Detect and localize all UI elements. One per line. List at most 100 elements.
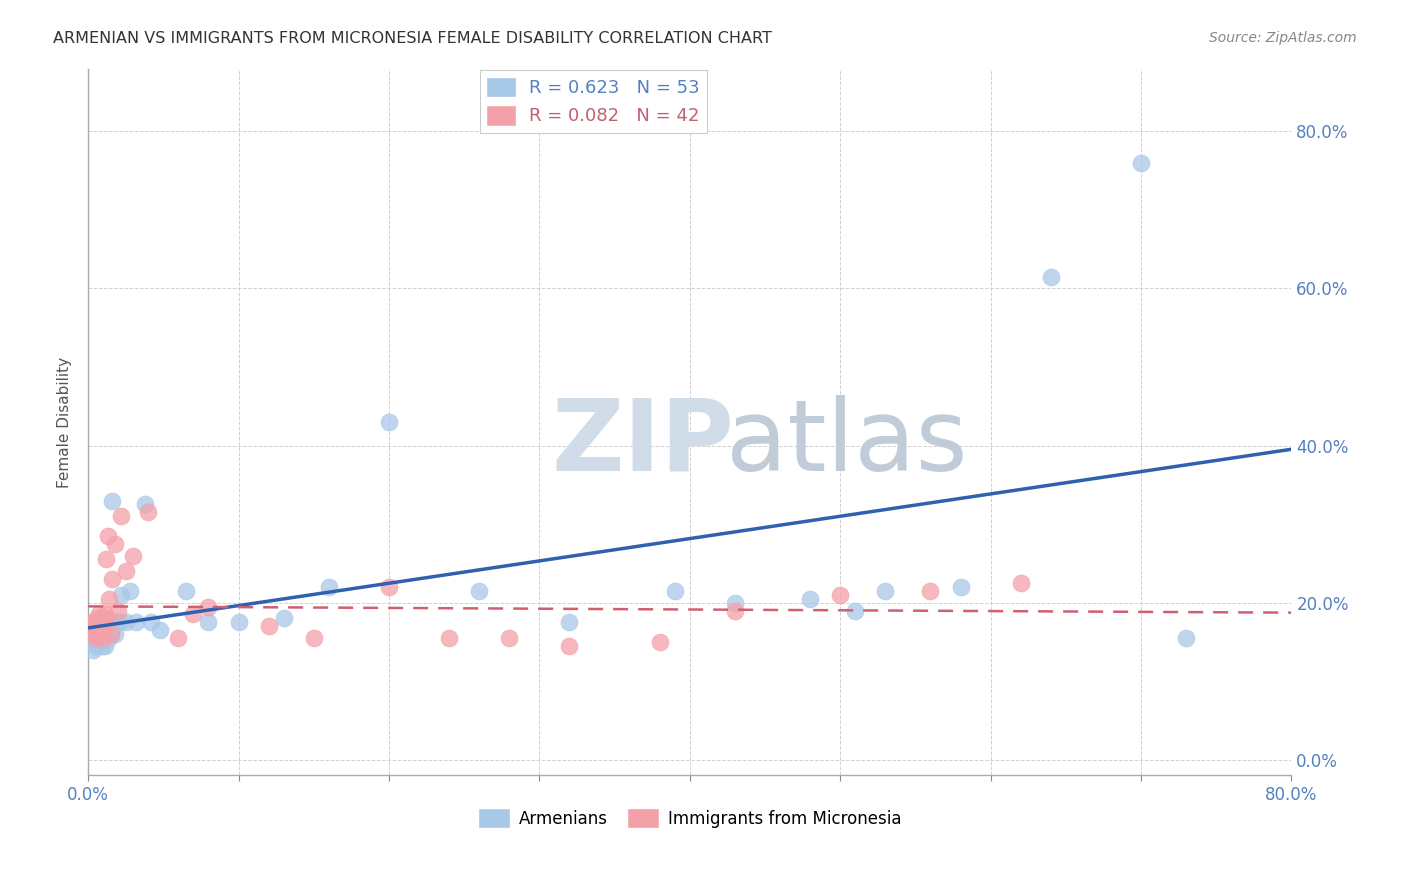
Point [83,615,105,630]
Point [273,611,295,625]
Point [558,615,581,630]
Point [96,552,118,566]
Point [664,583,686,598]
Point [110,588,132,602]
Point [318,580,340,594]
Point [101,572,124,586]
Point [104,537,127,551]
Point [105,615,128,630]
Point [86,619,108,633]
Text: atlas: atlas [725,395,967,491]
Point [100,627,122,641]
Point [1130,155,1153,169]
Point [91,631,114,645]
Point [174,583,197,598]
Point [101,493,124,508]
Point [125,615,148,630]
Point [90,639,112,653]
Point [648,635,671,649]
Point [82,642,104,657]
Point [84,639,107,653]
Point [89,619,111,633]
Text: ZIP: ZIP [551,395,734,491]
Point [100,627,122,641]
Point [302,631,325,645]
Point [183,607,205,622]
Point [844,603,866,617]
Point [97,627,120,641]
Point [134,498,156,512]
Point [83,635,105,649]
Point [91,631,114,645]
Point [97,619,120,633]
Point [724,596,747,610]
Legend: Armenians, Immigrants from Micronesia: Armenians, Immigrants from Micronesia [472,803,908,834]
Point [437,631,460,645]
Point [114,615,136,630]
Point [98,631,121,645]
Point [84,631,107,645]
Point [108,615,131,630]
Point [82,627,104,641]
Point [228,615,250,630]
Point [167,631,190,645]
Point [86,631,108,645]
Point [89,635,111,649]
Point [104,627,127,641]
Point [875,583,897,598]
Point [91,627,114,641]
Point [90,611,112,625]
Point [96,611,118,625]
Point [93,639,115,653]
Point [98,591,121,606]
Point [830,588,852,602]
Point [378,580,401,594]
Point [90,623,112,637]
Point [89,615,111,630]
Point [91,615,114,630]
Point [87,623,110,637]
Text: Source: ZipAtlas.com: Source: ZipAtlas.com [1209,31,1357,45]
Point [91,619,114,633]
Point [84,615,107,630]
Point [136,505,159,519]
Point [1010,576,1032,591]
Point [89,623,111,637]
Point [110,509,132,524]
Point [257,619,280,633]
Point [558,639,581,653]
Point [1039,269,1062,284]
Point [93,607,115,622]
Point [1175,631,1198,645]
Point [799,591,821,606]
Point [86,623,108,637]
Point [93,623,115,637]
Point [920,583,942,598]
Point [724,603,747,617]
Point [93,615,115,630]
Point [107,603,129,617]
Point [378,415,401,429]
Point [949,580,972,594]
Point [87,623,110,637]
Point [468,583,491,598]
Point [87,607,110,622]
Point [103,615,125,630]
Point [80,623,103,637]
Text: ARMENIAN VS IMMIGRANTS FROM MICRONESIA FEMALE DISABILITY CORRELATION CHART: ARMENIAN VS IMMIGRANTS FROM MICRONESIA F… [53,31,772,46]
Point [90,615,112,630]
Point [149,623,172,637]
Point [114,564,136,578]
Point [197,615,219,630]
Point [141,615,163,630]
Point [122,549,145,563]
Point [498,631,520,645]
Point [84,627,107,641]
Point [86,611,108,625]
Point [120,583,142,598]
Point [87,631,110,645]
Y-axis label: Female Disability: Female Disability [58,357,72,488]
Point [197,599,219,614]
Point [96,623,118,637]
Point [97,529,120,543]
